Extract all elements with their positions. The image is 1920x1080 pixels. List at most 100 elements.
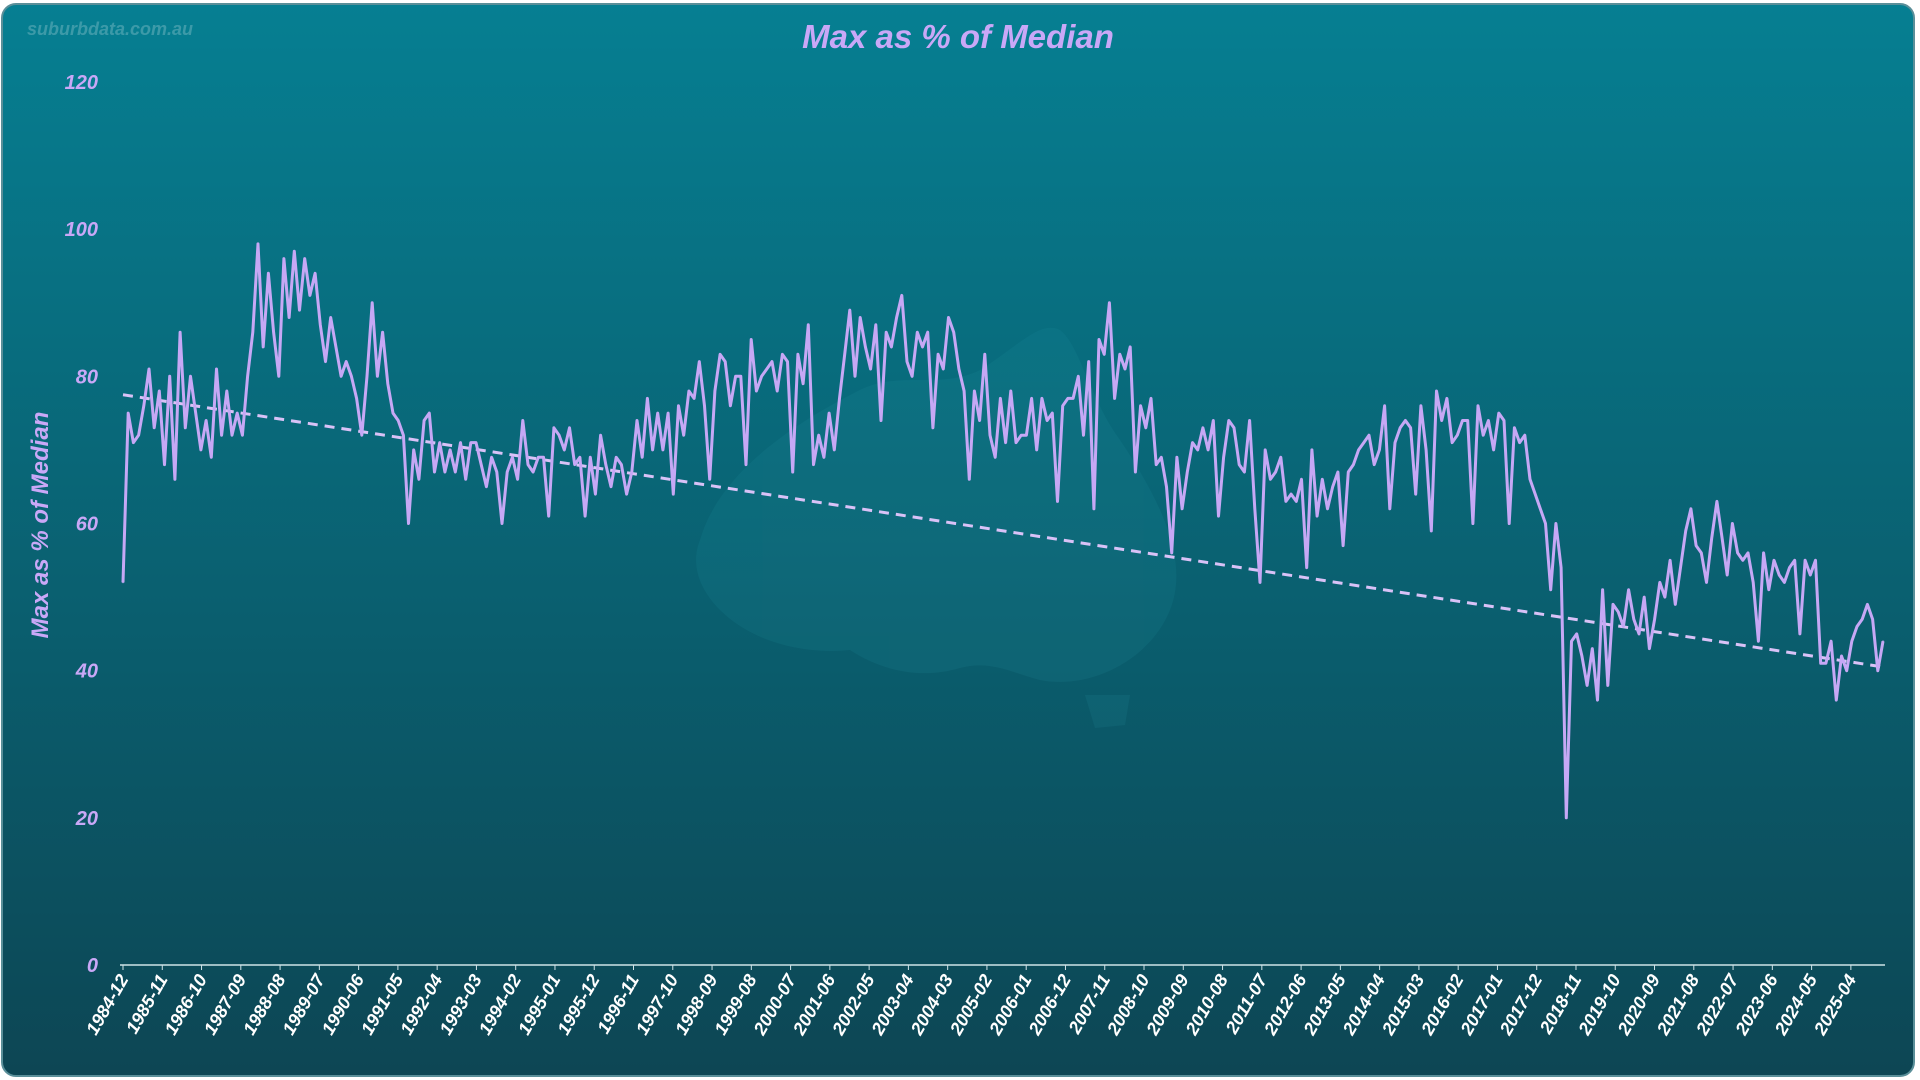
data-point: [584, 515, 586, 517]
data-point: [1659, 581, 1661, 584]
data-point: [786, 360, 789, 363]
data-point: [776, 390, 778, 392]
data-point: [1461, 419, 1464, 422]
data-point: [999, 397, 1002, 400]
data-point: [1866, 603, 1869, 606]
data-point: [1056, 500, 1059, 503]
data-point: [921, 346, 924, 348]
data-point: [973, 390, 976, 392]
data-point: [1638, 633, 1640, 635]
data-point: [158, 390, 161, 392]
data-point: [1586, 684, 1588, 687]
data-point: [444, 471, 446, 473]
data-point: [1653, 618, 1656, 620]
data-point: [1710, 537, 1713, 539]
data-point: [319, 324, 322, 326]
data-point: [1773, 559, 1775, 562]
data-point: [1814, 559, 1817, 562]
data-point: [1046, 419, 1048, 422]
data-point: [636, 419, 638, 422]
data-point: [215, 368, 218, 370]
data-point: [194, 412, 197, 414]
data-point: [392, 412, 394, 414]
data-point: [662, 449, 664, 451]
data-point: [397, 419, 400, 422]
data-point: [345, 360, 348, 363]
data-point: [1435, 390, 1438, 392]
data-point: [511, 456, 514, 459]
data-point: [812, 463, 815, 466]
data-point: [631, 471, 633, 473]
data-point: [480, 463, 483, 466]
data-point: [522, 419, 524, 422]
data-point: [698, 360, 701, 363]
data-point: [568, 427, 571, 429]
data-point: [1825, 662, 1827, 665]
data-point: [200, 449, 202, 451]
data-point: [1472, 522, 1474, 525]
data-point: [1067, 397, 1069, 400]
data-point: [667, 412, 669, 414]
data-point: [1762, 552, 1765, 554]
data-point: [1061, 405, 1064, 407]
data-point: [506, 471, 509, 473]
data-point: [501, 522, 503, 525]
data-point: [1119, 353, 1121, 356]
data-point: [1809, 574, 1812, 576]
data-point: [817, 434, 820, 437]
data-point: [485, 485, 488, 488]
data-point: [1451, 441, 1453, 444]
y-tick-label: 60: [76, 514, 98, 536]
data-point: [153, 427, 155, 429]
data-point: [387, 382, 389, 385]
data-point: [1648, 647, 1651, 650]
data-point: [542, 456, 545, 459]
data-point: [895, 316, 898, 319]
data-point: [610, 485, 612, 488]
data-point: [1170, 552, 1173, 554]
data-point: [1155, 463, 1157, 466]
data-point: [262, 346, 265, 348]
data-point: [293, 250, 296, 252]
data-point: [1524, 434, 1526, 437]
data-point: [1363, 441, 1365, 444]
data-point: [241, 434, 244, 437]
data-point: [1269, 478, 1272, 481]
watermark-text: suburbdata.com.au: [27, 19, 193, 39]
data-point: [1617, 611, 1619, 613]
data-point: [1035, 449, 1038, 451]
data-point: [1596, 699, 1599, 701]
data-point: [734, 375, 737, 378]
data-point: [350, 375, 353, 378]
data-point: [1113, 397, 1116, 400]
data-point: [335, 346, 337, 348]
data-point: [869, 368, 872, 370]
data-point: [1845, 669, 1848, 672]
data-point: [1861, 618, 1863, 620]
y-tick-label: 0: [87, 955, 98, 977]
data-point: [1295, 500, 1298, 503]
data-point: [1030, 397, 1033, 400]
data-point: [968, 478, 971, 481]
data-point: [755, 390, 758, 392]
data-point: [911, 375, 913, 378]
data-point: [1529, 478, 1531, 481]
data-point: [1285, 500, 1287, 503]
data-point: [1072, 397, 1074, 400]
data-point: [978, 419, 981, 422]
data-point: [309, 294, 311, 297]
data-point: [470, 441, 472, 444]
data-point: [1622, 625, 1625, 628]
data-point: [854, 375, 856, 378]
data-point: [1679, 566, 1682, 569]
data-point: [143, 405, 145, 407]
watermark-logo-icon: [696, 327, 1177, 728]
data-point: [833, 449, 836, 451]
data-point: [558, 434, 560, 437]
data-point: [1077, 375, 1080, 378]
data-point: [1404, 419, 1407, 422]
data-point: [148, 368, 150, 370]
data-point: [1664, 596, 1666, 598]
y-tick-label: 120: [65, 72, 98, 94]
data-point: [1570, 640, 1573, 642]
